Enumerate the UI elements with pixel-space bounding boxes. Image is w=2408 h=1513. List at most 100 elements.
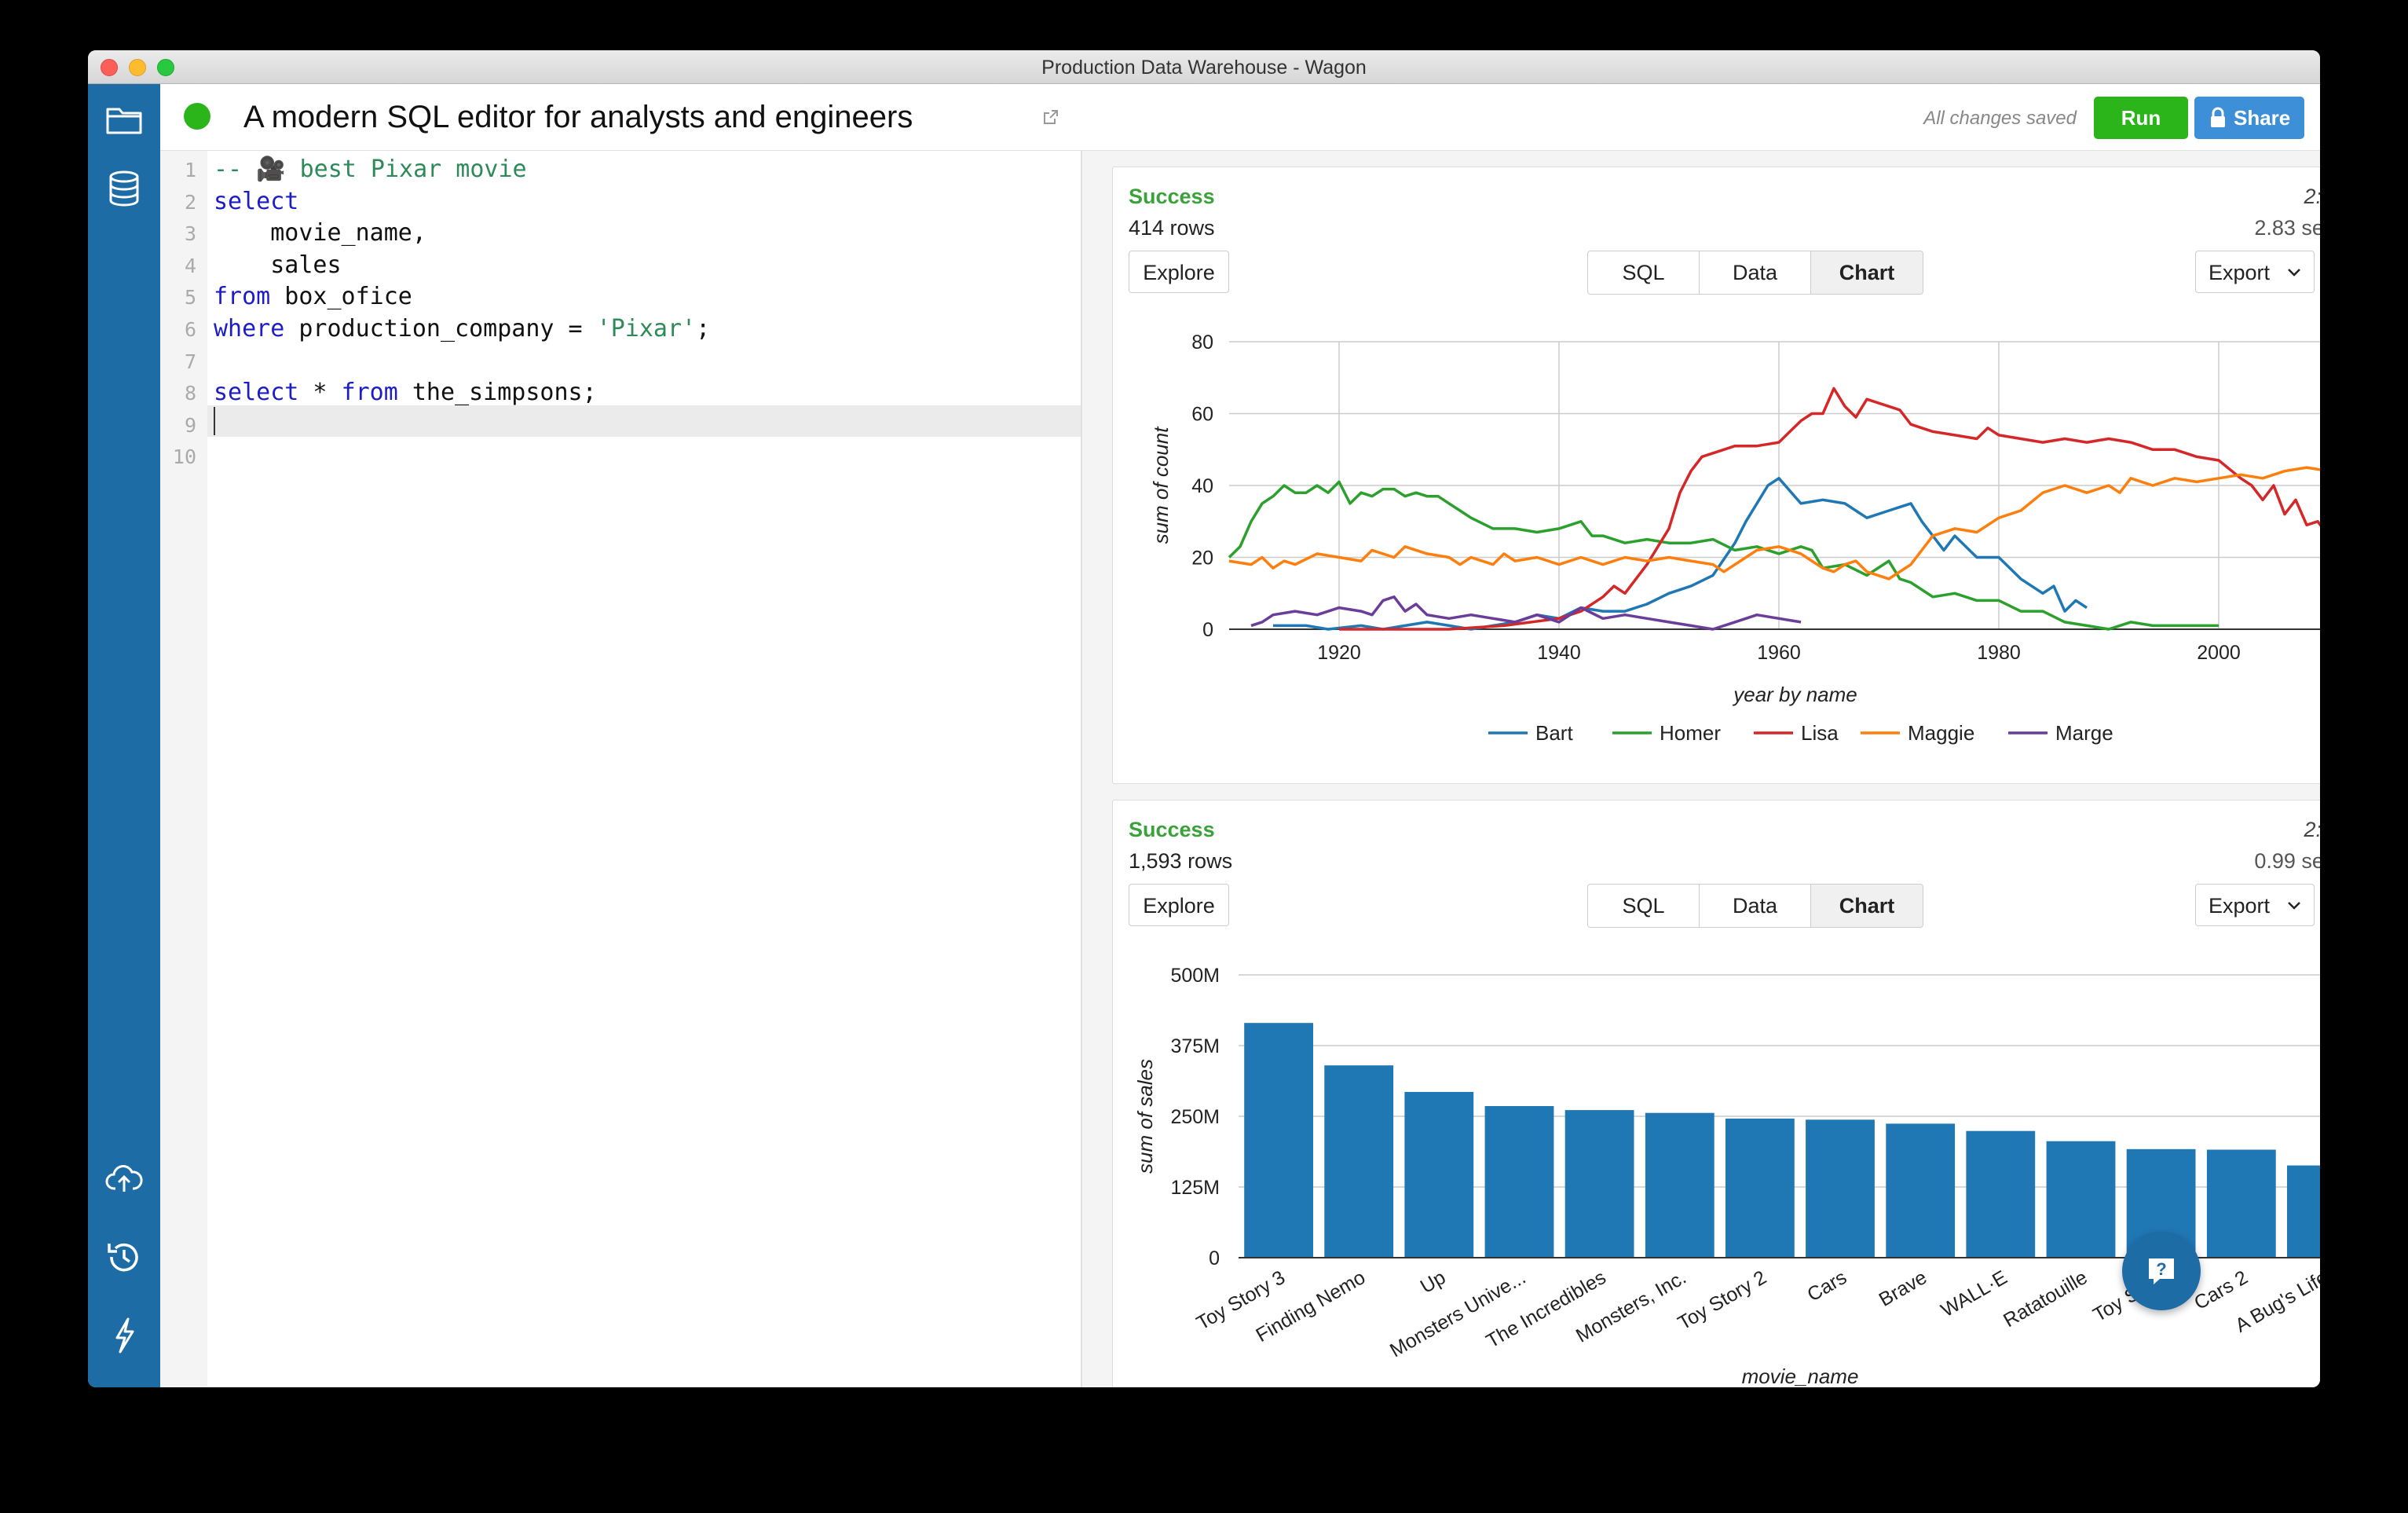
chevron-down-icon (2288, 902, 2300, 910)
explore-button[interactable]: Explore (1129, 884, 1229, 926)
y-tick-label: 60 (1191, 404, 1213, 426)
close-window-button[interactable] (101, 59, 118, 76)
query-title[interactable]: A modern SQL editor for analysts and eng… (243, 100, 913, 134)
lightning-icon[interactable] (104, 1316, 144, 1355)
y-tick-label: 40 (1191, 475, 1213, 497)
x-tick-label: Brave (1876, 1266, 1931, 1311)
share-button[interactable]: Share (2194, 97, 2304, 139)
external-link-icon[interactable] (1042, 108, 1059, 126)
cloud-upload-icon[interactable] (104, 1159, 144, 1198)
result-status: Success (1129, 818, 1215, 841)
sql-literal: -- (214, 156, 257, 183)
run-duration: 2.83 seconds (2254, 216, 2320, 240)
y-axis-title: sum of count (1149, 426, 1173, 544)
sql-keyword: from (214, 283, 271, 311)
code-line[interactable]: select (214, 188, 298, 215)
code-line[interactable]: -- 🎥 best Pixar movie (214, 156, 527, 183)
minimize-window-button[interactable] (129, 59, 146, 76)
sql-keyword: select (214, 187, 299, 215)
legend-label: Maggie (1908, 721, 1974, 745)
share-button-label: Share (2234, 106, 2291, 130)
y-tick-label: 80 (1191, 332, 1213, 354)
view-tabs: SQL Data Chart (1587, 251, 1923, 295)
tab-sql[interactable]: SQL (1588, 885, 1700, 927)
run-duration: 0.99 seconds (2254, 849, 2320, 873)
code-line[interactable]: movie_name, (214, 219, 426, 247)
run-time: 2:07 pm (2304, 818, 2320, 841)
tab-sql[interactable]: SQL (1588, 251, 1700, 294)
lock-icon (2211, 107, 2225, 127)
sql-token: box_ofice (270, 283, 412, 311)
bar (2206, 1149, 2276, 1258)
folder-icon[interactable] (104, 100, 144, 139)
sql-literal: best Pixar movie (285, 156, 527, 183)
tab-data[interactable]: Data (1700, 885, 1811, 927)
line-number: 6 (184, 318, 196, 341)
code-line[interactable]: sales (214, 251, 341, 279)
tab-data[interactable]: Data (1700, 251, 1811, 294)
y-tick-label: 500M (1170, 965, 1220, 987)
zoom-window-button[interactable] (157, 59, 174, 76)
line-number: 4 (184, 254, 196, 277)
database-icon[interactable] (104, 169, 144, 208)
x-tick-label: Ratatouille (2000, 1266, 2091, 1332)
y-tick-label: 375M (1170, 1035, 1220, 1057)
line-number: 1 (184, 159, 196, 181)
sql-keyword: from (341, 379, 398, 407)
explore-button[interactable]: Explore (1129, 251, 1229, 293)
legend-item: Bart (1488, 721, 1573, 745)
bar (1404, 1092, 1474, 1258)
x-tick-label: Up (1417, 1266, 1450, 1298)
x-tick-label: Toy Story 2 (1674, 1266, 1770, 1335)
title-bar: Production Data Warehouse - Wagon (88, 50, 2320, 84)
x-axis-title: movie_name (1742, 1365, 1859, 1387)
code-line[interactable]: where production_company = 'Pixar'; (214, 315, 710, 343)
help-chat-button[interactable]: ? (2122, 1232, 2201, 1310)
question-bubble-icon: ? (2149, 1258, 2174, 1284)
bar (2046, 1141, 2116, 1258)
line-number: 9 (184, 413, 196, 437)
svg-text:?: ? (2156, 1259, 2166, 1279)
export-label: Export (2209, 261, 2271, 284)
bar (1244, 1023, 1313, 1258)
code-line[interactable]: from box_ofice (214, 283, 412, 310)
connection-status-indicator (184, 103, 210, 130)
series-line-lisa (1339, 386, 2320, 631)
legend-item: Lisa (1754, 721, 1839, 745)
bar (1806, 1119, 1875, 1258)
series-line-homer (1228, 480, 2219, 631)
y-tick-label: 0 (1202, 619, 1213, 641)
line-number: 8 (184, 382, 196, 405)
app-window: Production Data Warehouse - Wagon A mode… (88, 50, 2320, 1387)
y-axis-title: sum of sales (1133, 1059, 1157, 1174)
bar (2287, 1165, 2320, 1258)
sql-editor[interactable]: 1 2 3 4 5 6 7 8 9 10 -- 🎥 best Pixar movie select … (160, 151, 1082, 1387)
history-icon[interactable] (104, 1237, 144, 1277)
sql-keyword: where (214, 315, 285, 343)
export-button[interactable]: Export (2195, 884, 2315, 926)
x-tick-label: Monsters Unive... (1386, 1266, 1529, 1362)
result-panel: Success 414 rows 2:08 pm 2.83 seconds Ex… (1112, 167, 2320, 784)
run-button[interactable]: Run (2094, 97, 2188, 139)
x-tick-label: 1980 (1977, 642, 2021, 664)
text-cursor (214, 407, 215, 435)
legend-item: Homer (1612, 721, 1721, 745)
legend-item: Maggie (1861, 721, 1974, 745)
results-pane: Success 414 rows 2:08 pm 2.83 seconds Ex… (1082, 151, 2320, 1387)
line-number: 2 (184, 190, 196, 214)
code-line[interactable]: select * from the_simpsons; (214, 379, 597, 406)
y-tick-label: 125M (1170, 1177, 1220, 1199)
tab-chart[interactable]: Chart (1811, 885, 1923, 927)
bar (1564, 1110, 1634, 1258)
x-tick-label: 2000 (2197, 642, 2241, 664)
y-tick-label: 20 (1191, 548, 1213, 570)
y-tick-label: 250M (1170, 1106, 1220, 1128)
sql-keyword: select (214, 379, 299, 407)
export-button[interactable]: Export (2195, 251, 2315, 293)
result-status: Success (1129, 185, 1215, 208)
line-number-gutter (160, 151, 207, 1387)
series-line-bart (1273, 477, 2088, 631)
tab-chart[interactable]: Chart (1811, 251, 1923, 294)
legend-item: Marge (2008, 721, 2113, 745)
